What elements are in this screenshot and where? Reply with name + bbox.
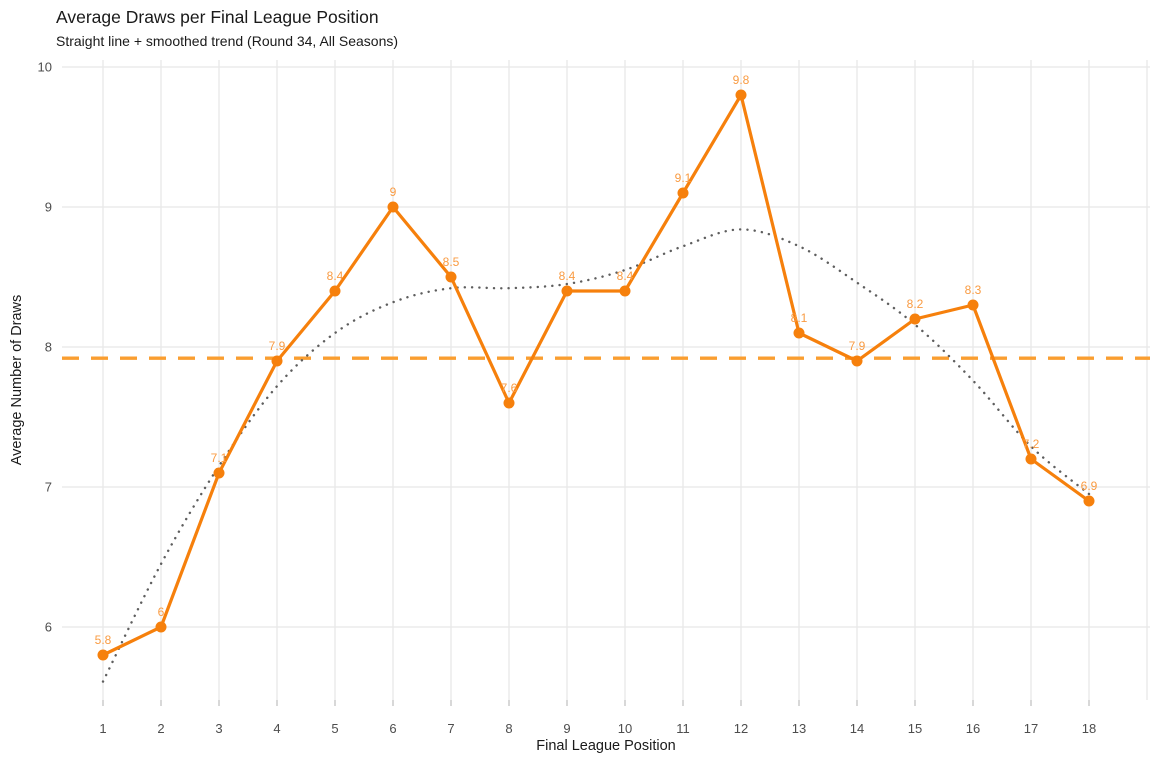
- data-label-3: 7.1: [211, 451, 228, 465]
- data-label-7: 8.5: [443, 255, 460, 269]
- data-label-14: 7.9: [849, 339, 866, 353]
- data-label-1: 5.8: [95, 633, 112, 647]
- data-label-11: 9.1: [675, 171, 692, 185]
- x-tick-label-16: 16: [966, 721, 980, 736]
- x-tick-label-9: 9: [563, 721, 570, 736]
- y-tick-label-6: 6: [45, 620, 52, 635]
- data-point-15: [909, 313, 921, 325]
- data-point-7: [445, 271, 457, 283]
- x-tick-label-8: 8: [505, 721, 512, 736]
- y-tick-label-9: 9: [45, 200, 52, 215]
- x-tick-label-1: 1: [99, 721, 106, 736]
- chart-subtitle: Straight line + smoothed trend (Round 34…: [56, 33, 399, 49]
- data-label-8: 7.6: [501, 381, 518, 395]
- x-axis-title: Final League Position: [536, 738, 676, 754]
- x-tick-label-18: 18: [1082, 721, 1096, 736]
- x-tick-label-7: 7: [447, 721, 454, 736]
- y-tick-label-8: 8: [45, 340, 52, 355]
- average-draws-line: [102, 93, 1090, 657]
- data-label-16: 8.3: [965, 283, 982, 297]
- data-point-11: [677, 187, 689, 199]
- data-point-17: [1025, 453, 1037, 465]
- chart-title: Average Draws per Final League Position: [56, 7, 379, 27]
- x-tick-label-15: 15: [908, 721, 922, 736]
- data-label-15: 8.2: [907, 297, 924, 311]
- x-tick-label-11: 11: [676, 721, 690, 736]
- data-point-8: [503, 397, 515, 409]
- data-point-1: [97, 649, 109, 661]
- data-point-18: [1083, 495, 1095, 507]
- data-point-10: [619, 285, 631, 297]
- x-tick-label-3: 3: [215, 721, 222, 736]
- x-tick-label-5: 5: [331, 721, 338, 736]
- x-tick-label-12: 12: [734, 721, 748, 736]
- data-point-4: [271, 355, 283, 367]
- data-label-17: 7.2: [1023, 437, 1040, 451]
- data-label-4: 7.9: [269, 339, 286, 353]
- x-tick-label-4: 4: [273, 721, 280, 736]
- data-point-5: [329, 285, 341, 297]
- x-tick-label-10: 10: [618, 721, 632, 736]
- x-tick-label-14: 14: [850, 721, 864, 736]
- x-tick-label-17: 17: [1024, 721, 1038, 736]
- data-point-13: [793, 327, 805, 339]
- x-tick-label-6: 6: [389, 721, 396, 736]
- data-label-13: 8.1: [791, 311, 808, 325]
- data-label-10: 8.4: [617, 269, 634, 283]
- y-axis-title: Average Number of Draws: [9, 294, 25, 466]
- data-point-9: [561, 285, 573, 297]
- data-label-18: 6.9: [1081, 479, 1098, 493]
- data-point-6: [387, 201, 399, 213]
- data-label-9: 8.4: [559, 269, 576, 283]
- data-point-16: [967, 299, 979, 311]
- data-label-6: 9: [390, 185, 397, 199]
- data-point-2: [155, 621, 167, 633]
- data-label-12: 9.8: [733, 73, 750, 87]
- x-tick-label-13: 13: [792, 721, 806, 736]
- smoothed-trend-curve: [101, 228, 1091, 683]
- data-point-14: [851, 355, 863, 367]
- x-tick-label-2: 2: [157, 721, 164, 736]
- data-label-5: 8.4: [327, 269, 344, 283]
- y-tick-label-10: 10: [38, 60, 52, 75]
- data-label-2: 6: [158, 605, 165, 619]
- data-point-12: [735, 89, 747, 101]
- y-tick-label-7: 7: [45, 480, 52, 495]
- data-point-3: [213, 467, 225, 479]
